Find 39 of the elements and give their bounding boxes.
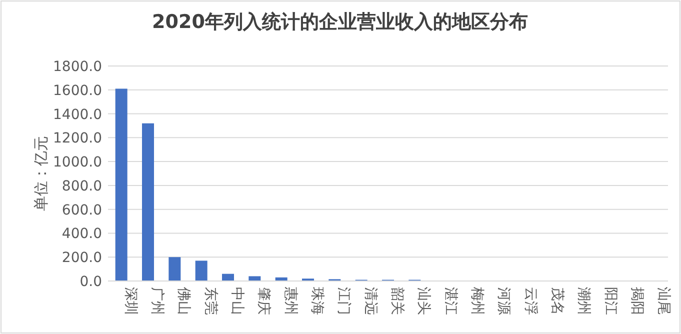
y-tick-label: 200.0 [62,250,102,266]
y-axis-title: 单位：亿元 [32,136,50,211]
x-tick-label: 阳江 [602,287,618,315]
y-tick-label: 800.0 [62,178,102,194]
x-tick-label: 云浮 [522,287,538,315]
x-tick-label: 湛江 [442,287,458,315]
x-tick-label: 汕尾 [656,287,672,315]
x-tick-label: 珠海 [309,287,325,315]
x-tick-label: 惠州 [282,286,298,315]
y-tick-label: 1200.0 [53,130,102,147]
x-tick-label: 揭阳 [629,287,645,315]
x-tick-label: 东莞 [202,287,218,315]
x-tick-label: 韶关 [389,287,405,315]
x-tick-label: 肇庆 [256,287,272,315]
y-tick-label: 0.0 [80,274,102,290]
x-tick-label: 广州 [149,287,165,315]
x-tick-label: 河源 [496,287,512,315]
y-tick-label: 1400.0 [53,106,102,123]
bar [248,276,261,281]
x-tick-label: 江门 [336,287,352,315]
bar [168,257,181,281]
y-tick-label: 1000.0 [53,154,102,171]
bar [195,260,208,281]
x-tick-label: 梅州 [469,286,485,315]
x-tick-label: 清远 [362,287,378,315]
x-tick-label: 汕头 [416,287,432,315]
y-tick-label: 600.0 [62,202,102,218]
y-tick-label: 1800.0 [53,59,102,75]
bar [222,274,234,281]
y-tick-label: 1600.0 [53,82,102,99]
x-tick-label: 深圳 [122,287,138,315]
x-tick-label: 茂名 [549,287,565,315]
x-tick-label: 佛山 [176,287,192,315]
chart-title: 2020年列入统计的企业营业收入的地区分布 [152,11,528,33]
x-tick-label: 中山 [229,287,245,315]
bar [115,88,128,281]
y-tick-label: 400.0 [62,226,102,242]
bar [142,123,154,281]
x-tick-label: 潮州 [576,287,592,315]
